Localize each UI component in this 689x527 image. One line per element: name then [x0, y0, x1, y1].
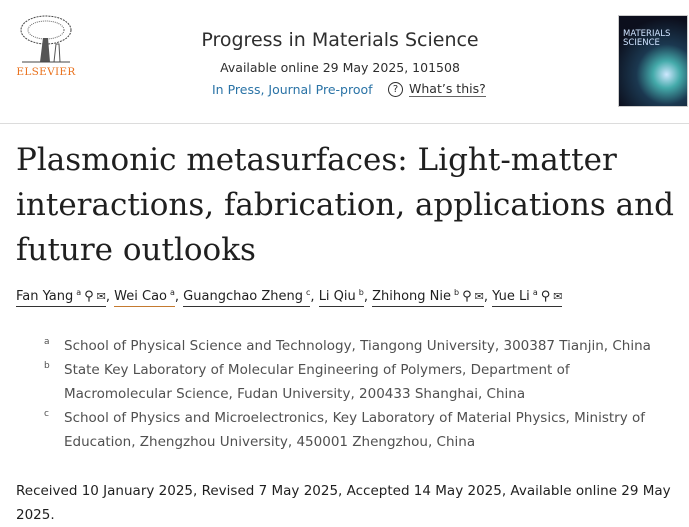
elsevier-logo[interactable]: ELSEVIER: [15, 14, 77, 84]
separator: ,: [105, 289, 115, 305]
affiliation-item: b State Key Laboratory of Molecular Engin…: [44, 358, 674, 406]
article-dates: Received 10 January 2025, Revised 7 May …: [16, 483, 671, 523]
affiliation-marker: b: [454, 288, 460, 297]
divider: [0, 123, 689, 124]
email-icon[interactable]: ✉: [96, 290, 106, 304]
person-icon[interactable]: ⚲: [540, 289, 551, 305]
author-link[interactable]: Li Qiu b: [318, 288, 364, 308]
author-name: Li Qiu: [318, 289, 356, 305]
author-link[interactable]: Yue Li a ⚲ ✉: [492, 288, 563, 308]
separator: ,: [310, 289, 319, 305]
affiliations: a School of Physical Science and Technolo…: [44, 334, 674, 454]
author-list: Fan Yang a ⚲ ✉, Wei Cao a, Guangchao Zheng c,…: [16, 288, 563, 308]
author-link[interactable]: Guangchao Zheng c: [183, 288, 311, 308]
author-name: Wei Cao: [114, 289, 167, 305]
journal-cover[interactable]: MATERIALS SCIENCE: [618, 15, 688, 107]
affiliation-label: c: [44, 409, 49, 419]
author-link[interactable]: Fan Yang a ⚲ ✉: [16, 288, 106, 308]
tree-icon: [20, 15, 72, 63]
affiliation-label: b: [44, 361, 50, 371]
separator: ,: [363, 289, 373, 305]
email-icon[interactable]: ✉: [553, 290, 563, 304]
whats-this-label: What’s this?: [409, 81, 486, 97]
article-title: Plasmonic metasurfaces: Light-matter int…: [16, 142, 674, 268]
author-name: Zhihong Nie: [372, 289, 452, 305]
affiliation-item: c School of Physics and Microelectronics,…: [44, 406, 674, 454]
separator: ,: [174, 289, 184, 305]
affiliation-marker: a: [532, 288, 538, 297]
help-icon: ?: [388, 81, 403, 97]
person-icon[interactable]: ⚲: [462, 289, 472, 305]
affiliation-text: State Key Laboratory of Molecular Engine…: [64, 362, 570, 402]
author-link[interactable]: Zhihong Nie b ⚲ ✉: [372, 288, 484, 308]
whats-this-button[interactable]: ? What’s this?: [388, 81, 486, 97]
affiliation-text: School of Physics and Microelectronics, …: [64, 410, 646, 450]
affiliation-label: a: [44, 337, 50, 347]
affiliation-marker: c: [306, 288, 311, 297]
affiliation-marker: b: [358, 288, 364, 297]
author-link[interactable]: Wei Cao a: [114, 288, 175, 308]
status-link[interactable]: In Press, Journal Pre-proof: [212, 82, 373, 97]
person-icon[interactable]: ⚲: [84, 289, 94, 305]
affiliation-item: a School of Physical Science and Technolo…: [44, 334, 674, 358]
separator: ,: [483, 289, 493, 305]
email-icon[interactable]: ✉: [474, 290, 484, 304]
publisher-name: ELSEVIER: [16, 66, 76, 78]
affiliation-marker: a: [76, 288, 82, 297]
cover-text: MATERIALS SCIENCE: [623, 29, 671, 48]
journal-title[interactable]: Progress in Materials Science: [201, 29, 479, 51]
availability: Available online 29 May 2025, 101508: [220, 60, 460, 75]
affiliation-text: School of Physical Science and Technolog…: [64, 338, 651, 354]
author-name: Fan Yang: [16, 289, 74, 305]
author-name: Guangchao Zheng: [183, 289, 304, 305]
author-name: Yue Li: [492, 289, 530, 305]
affiliation-marker: a: [170, 288, 175, 297]
